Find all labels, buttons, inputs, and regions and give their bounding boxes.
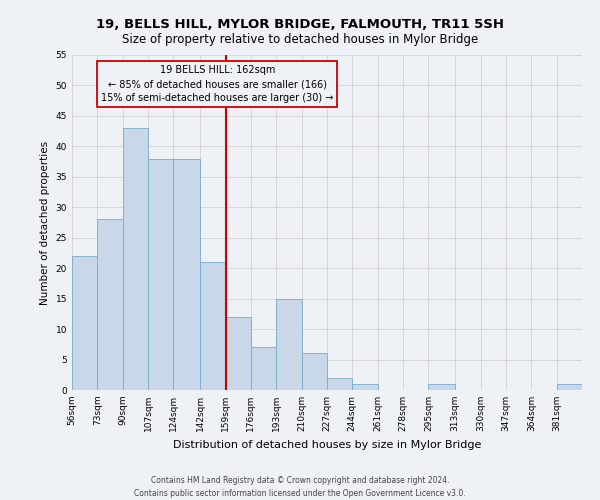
Bar — [72, 256, 97, 390]
X-axis label: Distribution of detached houses by size in Mylor Bridge: Distribution of detached houses by size … — [173, 440, 481, 450]
Bar — [428, 384, 455, 390]
Bar — [123, 128, 148, 390]
Bar — [226, 317, 251, 390]
Bar — [352, 384, 378, 390]
Bar — [557, 384, 582, 390]
Text: Size of property relative to detached houses in Mylor Bridge: Size of property relative to detached ho… — [122, 32, 478, 46]
Y-axis label: Number of detached properties: Number of detached properties — [40, 140, 50, 304]
Bar — [173, 158, 200, 390]
Text: 19 BELLS HILL: 162sqm
← 85% of detached houses are smaller (166)
15% of semi-det: 19 BELLS HILL: 162sqm ← 85% of detached … — [101, 65, 334, 103]
Bar — [200, 262, 226, 390]
Text: 19, BELLS HILL, MYLOR BRIDGE, FALMOUTH, TR11 5SH: 19, BELLS HILL, MYLOR BRIDGE, FALMOUTH, … — [96, 18, 504, 30]
Bar — [327, 378, 352, 390]
Text: Contains HM Land Registry data © Crown copyright and database right 2024.
Contai: Contains HM Land Registry data © Crown c… — [134, 476, 466, 498]
Bar — [148, 158, 173, 390]
Bar — [302, 354, 327, 390]
Bar — [276, 298, 302, 390]
Bar — [97, 220, 123, 390]
Bar — [251, 348, 276, 390]
